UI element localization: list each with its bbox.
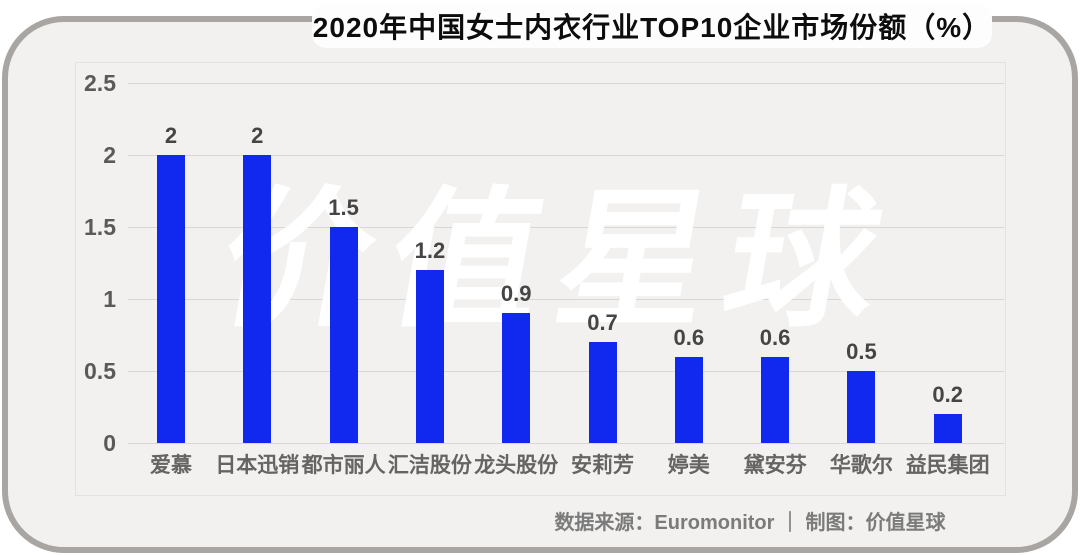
bar-value-label: 1.5	[328, 195, 359, 220]
plot-panel	[75, 62, 1006, 496]
x-axis-label: 都市丽人	[301, 454, 386, 477]
bar-value-label: 0.5	[846, 339, 877, 364]
y-tick-label: 2	[103, 142, 116, 168]
y-tick-label: 1	[103, 286, 116, 312]
bar-安莉芳	[588, 342, 617, 443]
bar-value-label: 0.6	[673, 324, 705, 350]
bar-婷美	[674, 356, 703, 443]
bar-value-label: 0.7	[587, 310, 618, 336]
bar-黛安芬	[761, 356, 790, 443]
x-axis-label: 龙头股份	[474, 454, 559, 477]
gridline	[128, 299, 1004, 300]
chart-title: 2020年中国女士内衣行业TOP10企业市场份额（%）	[312, 12, 992, 43]
y-tick-label: 2.5	[84, 70, 116, 96]
bar-value-label: 2	[164, 123, 178, 148]
x-axis-label: 日本迅销	[215, 454, 300, 477]
bar-汇洁股份	[415, 270, 444, 443]
x-axis-label: 婷美	[667, 454, 710, 477]
x-axis-label: 汇洁股份	[387, 454, 472, 477]
gridline	[128, 155, 1004, 156]
bar-龙头股份	[502, 313, 531, 443]
bar-华歌尔	[847, 371, 876, 443]
y-tick-label: 1.5	[84, 214, 116, 240]
bar-日本迅销	[243, 155, 272, 443]
gridline	[128, 443, 1004, 444]
x-axis-label: 益民集团	[905, 454, 990, 477]
gridline	[128, 227, 1004, 228]
bar-爱慕	[157, 155, 185, 443]
x-axis-label: 安莉芳	[571, 454, 634, 477]
bar-value-label: 2	[251, 123, 264, 148]
bar-都市丽人	[329, 227, 358, 443]
bar-value-label: 0.2	[932, 382, 963, 408]
x-axis-label: 爱慕	[150, 454, 192, 477]
bar-value-label: 0.6	[759, 324, 791, 350]
x-axis-label: 黛安芬	[743, 454, 807, 477]
y-tick-label: 0.5	[84, 358, 116, 384]
source-credit: 数据来源：Euromonitor ｜ 制图：价值星球	[554, 512, 946, 534]
bar-value-label: 0.9	[500, 281, 532, 307]
bar-value-label: 1.2	[414, 238, 446, 264]
chart-title-box: 2020年中国女士内衣行业TOP10企业市场份额（%）	[312, 4, 992, 48]
gridline	[128, 83, 1004, 84]
x-axis-label: 华歌尔	[829, 454, 893, 477]
gridline	[128, 371, 1004, 372]
y-tick-label: 0	[103, 430, 116, 456]
bar-益民集团	[933, 414, 962, 443]
